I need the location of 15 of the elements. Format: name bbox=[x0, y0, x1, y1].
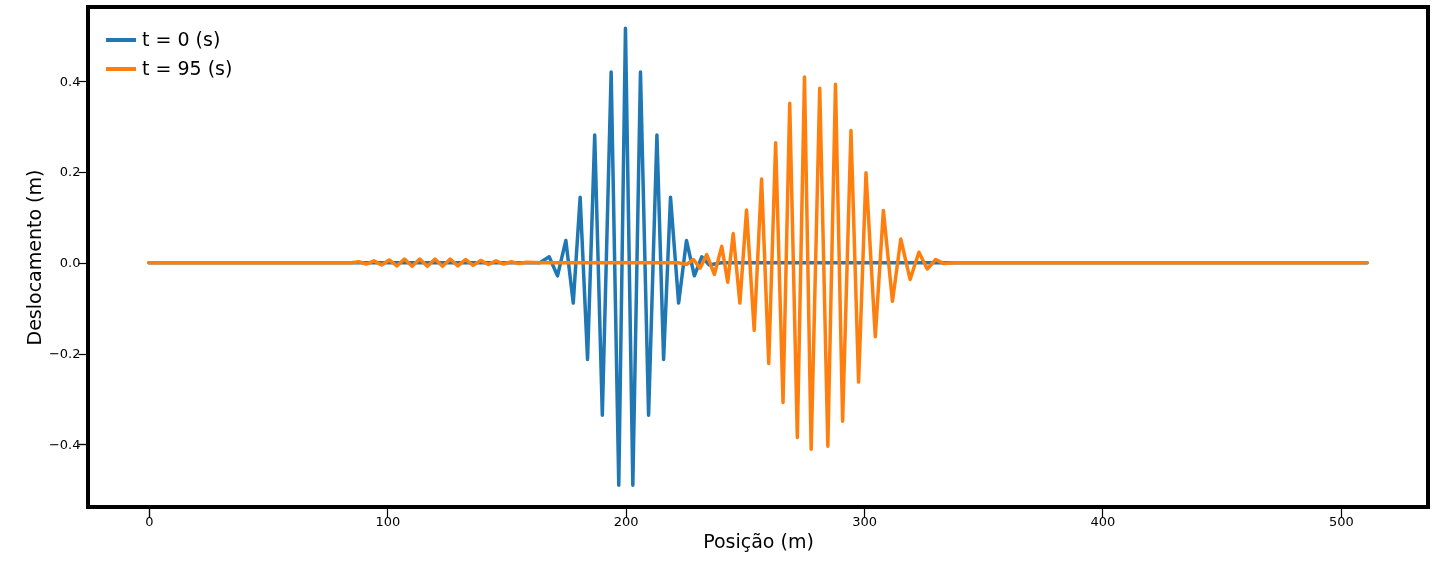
legend-label: t = 95 (s) bbox=[142, 57, 233, 79]
y-tick-label: 0.4 bbox=[59, 73, 81, 89]
x-axis-title: Posição (m) bbox=[703, 529, 814, 552]
y-tick-label: 0.2 bbox=[59, 164, 81, 180]
x-tick-label: 100 bbox=[375, 513, 401, 529]
x-tick-label: 500 bbox=[1328, 513, 1354, 529]
x-tick-label: 0 bbox=[145, 513, 154, 529]
y-tick-label: 0.0 bbox=[59, 255, 81, 271]
x-tick-label: 400 bbox=[1090, 513, 1116, 529]
legend-label: t = 0 (s) bbox=[142, 28, 221, 50]
y-axis-title: Deslocamento (m) bbox=[22, 169, 45, 346]
x-tick-label: 300 bbox=[852, 513, 877, 529]
y-tick-label: −0.2 bbox=[48, 346, 81, 361]
x-tick-label: 200 bbox=[613, 513, 639, 529]
y-tick-label: −0.4 bbox=[48, 436, 81, 452]
